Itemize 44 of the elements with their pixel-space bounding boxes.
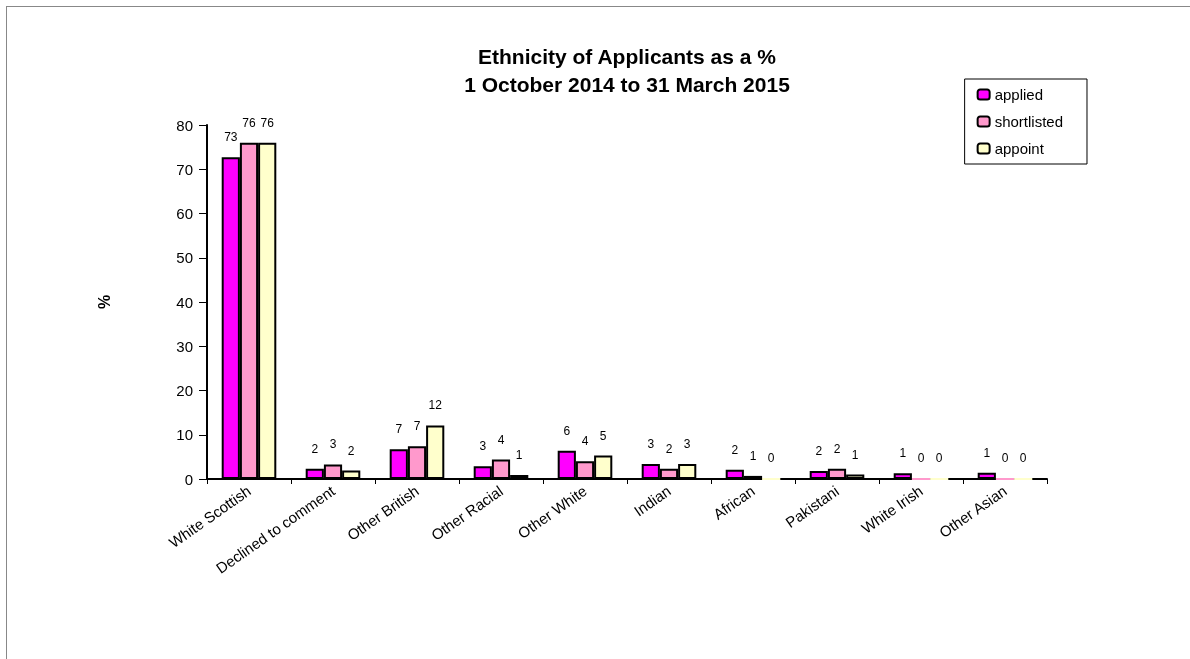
data-label: 0 xyxy=(935,451,943,465)
data-label: 2 xyxy=(347,443,355,458)
data-label: 2 xyxy=(815,444,823,459)
data-label: 1 xyxy=(749,448,757,463)
data-label: 3 xyxy=(329,437,337,452)
chart-title: Ethnicity of Applicants as a % 1 October 2014 to 31 March 2015 xyxy=(464,44,791,96)
data-label: 3 xyxy=(647,436,655,451)
data-label: 0 xyxy=(767,451,775,465)
data-label: 1 xyxy=(851,447,859,462)
legend-label: shortlisted xyxy=(994,113,1064,130)
y-tick-label: 0 xyxy=(184,470,193,488)
y-tick-label: 30 xyxy=(176,337,193,355)
y-tick-label: 80 xyxy=(176,116,193,134)
data-label: 76 xyxy=(242,115,256,130)
data-label: 6 xyxy=(563,423,571,438)
data-label: 0 xyxy=(917,451,925,465)
y-tick-label: 40 xyxy=(176,293,193,311)
data-label: 0 xyxy=(1001,451,1009,465)
data-label: 4 xyxy=(497,432,505,447)
data-label: 76 xyxy=(260,115,275,130)
data-label: 3 xyxy=(479,439,487,454)
legend-label: appoint xyxy=(994,140,1045,157)
data-label: 2 xyxy=(833,441,841,456)
data-label: 73 xyxy=(224,130,238,145)
data-label: 7 xyxy=(413,419,421,434)
data-label: 2 xyxy=(731,442,739,457)
data-label: 5 xyxy=(599,428,607,443)
y-tick-label: 50 xyxy=(176,249,193,267)
data-label: 7 xyxy=(395,422,403,437)
data-label: 12 xyxy=(428,398,443,413)
y-axis-title: % xyxy=(95,294,113,310)
y-tick-label: 10 xyxy=(176,426,193,444)
y-tick-label: 60 xyxy=(176,205,193,222)
data-label: 1 xyxy=(983,445,991,460)
data-label: 0 xyxy=(1019,451,1027,465)
legend-label: applied xyxy=(994,86,1044,103)
y-tick-label: 70 xyxy=(176,160,193,178)
data-label: 3 xyxy=(683,436,691,451)
data-label: 4 xyxy=(581,434,589,449)
data-label: 2 xyxy=(665,441,673,456)
y-tick-label: 20 xyxy=(176,382,193,399)
data-label: 1 xyxy=(899,446,907,461)
data-label: 2 xyxy=(311,441,319,456)
data-label: 1 xyxy=(515,448,523,463)
